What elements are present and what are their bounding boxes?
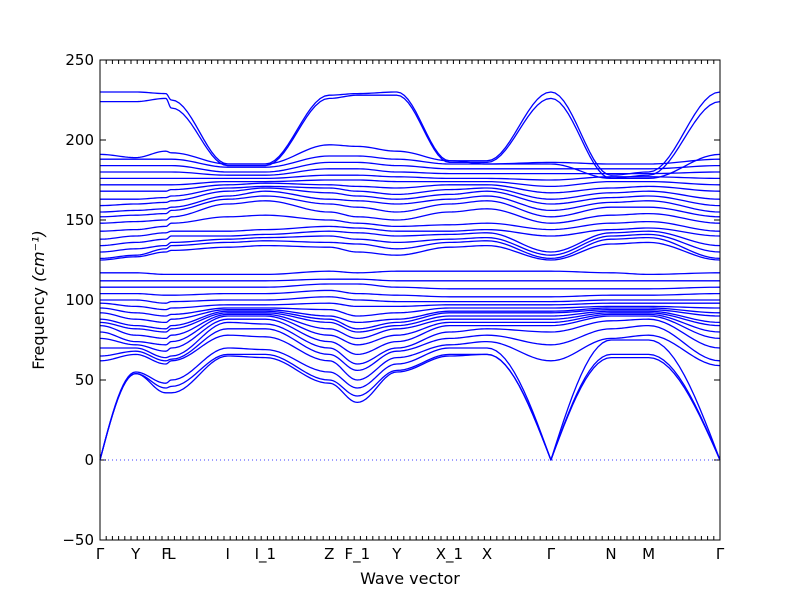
phonon-band bbox=[99, 233, 721, 256]
phonon-band bbox=[99, 339, 721, 461]
band-lines bbox=[99, 91, 721, 461]
phonon-band bbox=[99, 308, 721, 330]
phonon-band bbox=[99, 230, 721, 253]
phonon-band bbox=[99, 310, 721, 333]
phonon-band bbox=[100, 289, 721, 298]
k-point-label: F bbox=[161, 545, 170, 563]
phonon-band bbox=[100, 185, 721, 200]
k-point-label: Γ bbox=[716, 545, 725, 563]
phonon-band bbox=[99, 313, 721, 346]
y-tick-labels: −50 0 50 100 150 200 250 bbox=[62, 51, 94, 549]
phonon-band bbox=[100, 168, 721, 176]
phonon-band bbox=[99, 241, 721, 261]
y-axis-label-unit: (cm⁻¹) bbox=[29, 230, 48, 282]
phonon-band bbox=[99, 236, 721, 260]
k-point-label: M bbox=[642, 545, 655, 563]
k-point-label: L bbox=[167, 545, 176, 563]
phonon-band bbox=[100, 174, 721, 181]
k-point-label: I bbox=[226, 545, 230, 563]
phonon-band bbox=[99, 195, 721, 218]
y-tick-label: 200 bbox=[65, 131, 94, 149]
phonon-band bbox=[100, 283, 721, 290]
x-tick-labels: Γ Y FL I I_1 Z F_1 Y X_1 X Γ N M Γ bbox=[96, 545, 725, 564]
phonon-band bbox=[100, 278, 720, 282]
phonon-band bbox=[99, 302, 720, 311]
phonon-band bbox=[99, 353, 721, 461]
k-point-label: N bbox=[605, 545, 616, 563]
y-tick-label: 100 bbox=[65, 291, 94, 309]
phonon-band bbox=[99, 315, 721, 356]
phonon-band bbox=[100, 318, 721, 365]
phonon-band bbox=[99, 187, 721, 207]
phonon-band bbox=[100, 91, 721, 176]
phonon-band bbox=[99, 353, 721, 461]
phonon-band bbox=[99, 334, 721, 381]
k-point-label: Y bbox=[391, 545, 402, 563]
y-tick-label: −50 bbox=[62, 531, 94, 549]
phonon-band bbox=[99, 305, 721, 317]
y-axis-label: Frequency (cm⁻¹) bbox=[29, 230, 48, 369]
k-point-label: F_1 bbox=[345, 545, 371, 564]
y-axis-label-text: Frequency bbox=[29, 282, 48, 370]
y-tick-label: 150 bbox=[65, 211, 94, 229]
phonon-band bbox=[99, 324, 721, 372]
phonon-band bbox=[100, 155, 721, 168]
phonon-band bbox=[99, 214, 721, 232]
k-point-label: Z bbox=[324, 545, 334, 563]
x-axis-label: Wave vector bbox=[360, 569, 460, 588]
phonon-band bbox=[99, 190, 721, 213]
phonon-band bbox=[99, 225, 721, 240]
k-point-label: Y bbox=[130, 545, 141, 563]
y-tick-label: 50 bbox=[75, 371, 94, 389]
k-point-label: Γ bbox=[96, 545, 105, 563]
phonon-band bbox=[100, 179, 721, 188]
k-point-label: X bbox=[482, 545, 492, 563]
k-point-label: X_1 bbox=[436, 545, 463, 564]
plot-frame bbox=[99, 59, 721, 541]
y-tick-label: 250 bbox=[65, 51, 94, 69]
k-point-label: Γ bbox=[547, 545, 556, 563]
phonon-band bbox=[99, 307, 721, 324]
phonon-band bbox=[100, 161, 721, 173]
phonon-band bbox=[99, 312, 721, 340]
phonon-band bbox=[99, 144, 721, 180]
k-point-label: I_1 bbox=[255, 545, 276, 564]
phonon-band bbox=[100, 94, 721, 180]
y-tick-label: 0 bbox=[84, 451, 94, 469]
phonon-band bbox=[99, 200, 721, 224]
phonon-band bbox=[100, 182, 721, 194]
phonon-band bbox=[100, 270, 721, 276]
phonon-band bbox=[100, 296, 720, 304]
